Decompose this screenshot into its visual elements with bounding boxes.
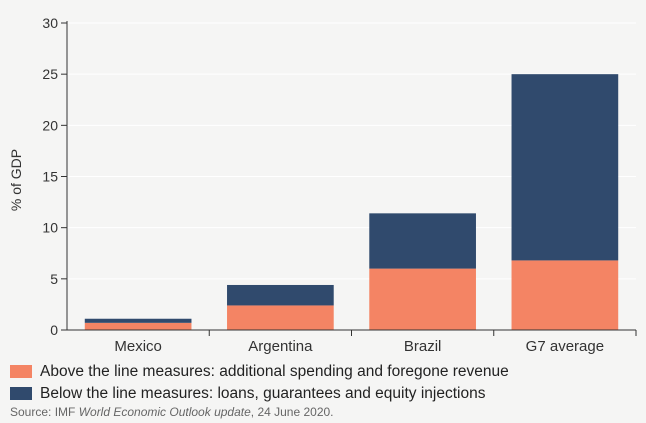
legend-swatch-above-the-line bbox=[10, 365, 32, 378]
legend-swatch-below-the-line bbox=[10, 387, 32, 400]
y-tick-label-20: 20 bbox=[42, 117, 58, 133]
legend-label-above-the-line: Above the line measures: additional spen… bbox=[40, 362, 509, 380]
source-suffix: , 24 June 2020. bbox=[250, 405, 334, 419]
bar-brazil-series-1 bbox=[369, 268, 476, 330]
bar-argentina-series-2 bbox=[227, 284, 334, 306]
legend-item-below-the-line: Below the line measures: loans, guarante… bbox=[10, 383, 509, 404]
bar-argentina-series-1 bbox=[227, 305, 334, 330]
legend: Above the line measures: additional spen… bbox=[10, 361, 509, 405]
legend-label-below-the-line: Below the line measures: loans, guarante… bbox=[40, 384, 486, 402]
x-tick-label-brazil: Brazil bbox=[404, 338, 442, 355]
y-tick-label-25: 25 bbox=[42, 66, 58, 82]
bar-mexico-series-1 bbox=[84, 322, 192, 330]
y-tick-label-30: 30 bbox=[42, 15, 58, 31]
y-tick-label-15: 15 bbox=[42, 169, 58, 185]
axes: 0 5 10 15 20 25 30 Mexico Argentina Brazil G7 aver… bbox=[42, 15, 637, 355]
x-tick-label-g7-average: G7 average bbox=[526, 338, 604, 355]
bars bbox=[84, 74, 619, 330]
x-tick-label-mexico: Mexico bbox=[114, 338, 162, 355]
y-axis-title: % of GDP bbox=[8, 149, 24, 211]
y-tick-label-0: 0 bbox=[50, 322, 58, 338]
bar-brazil-series-2 bbox=[369, 213, 476, 269]
source-title: World Economic Outlook update bbox=[78, 405, 251, 419]
source-note: Source: IMF World Economic Outlook updat… bbox=[10, 405, 334, 419]
stacked-bar-chart: 0 5 10 15 20 25 30 Mexico Argentina Brazil G7 aver… bbox=[8, 15, 637, 355]
bar-mexico-series-2 bbox=[84, 318, 192, 323]
y-tick-label-10: 10 bbox=[42, 220, 58, 236]
x-tick-label-argentina: Argentina bbox=[248, 338, 313, 355]
bar-g7-average-series-1 bbox=[511, 260, 619, 330]
bar-g7-average-series-2 bbox=[511, 74, 619, 261]
y-tick-label-5: 5 bbox=[50, 271, 58, 287]
legend-item-above-the-line: Above the line measures: additional spen… bbox=[10, 361, 509, 382]
source-prefix: Source: IMF bbox=[10, 405, 79, 419]
